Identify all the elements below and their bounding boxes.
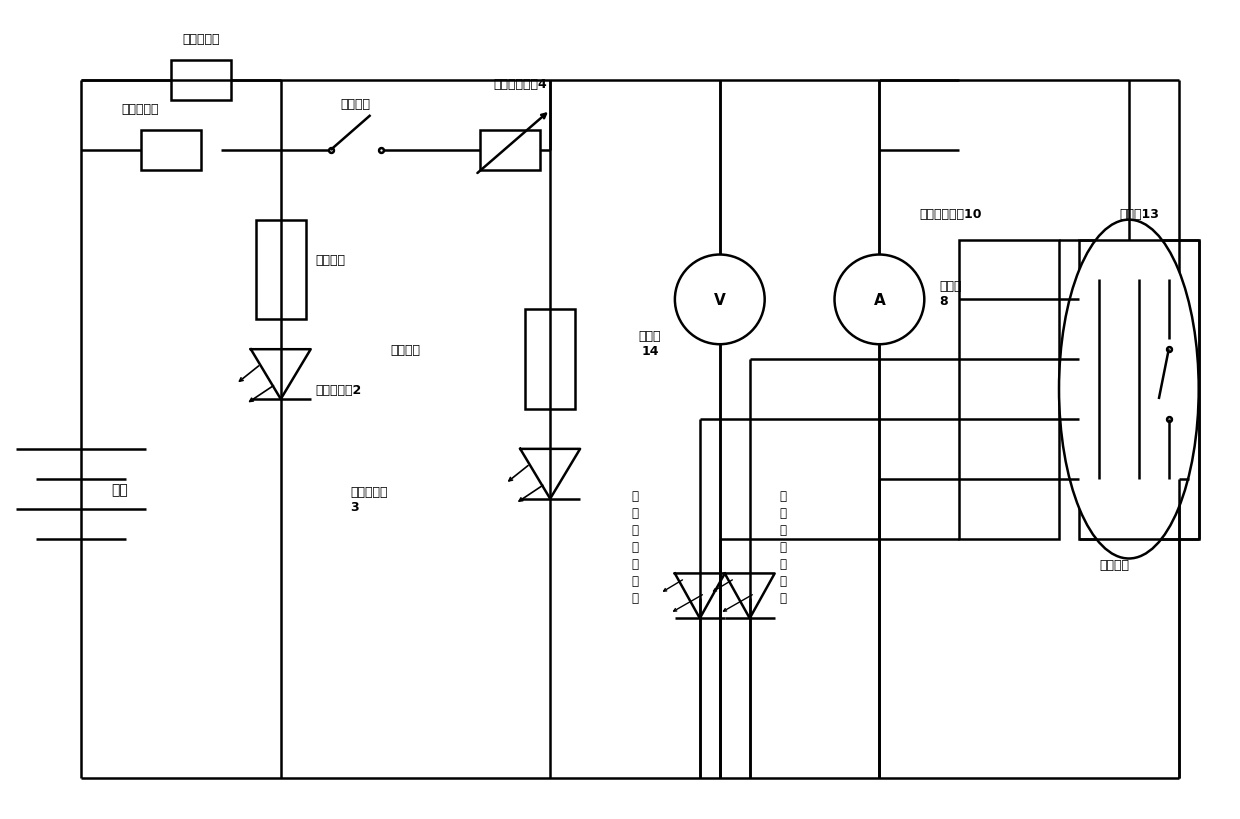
Text: 电流表
8: 电流表 8 [939,280,962,308]
Text: 继电器13: 继电器13 [1118,207,1158,220]
Ellipse shape [1059,220,1199,559]
Text: 第
二
端
口
指
示
灯: 第 二 端 口 指 示 灯 [780,489,786,604]
Text: 第一电阻: 第一电阻 [316,254,346,267]
Bar [255,220,306,320]
Circle shape [835,256,924,345]
Bar [141,131,201,170]
Text: 电压调节旋钮4: 电压调节旋钮4 [494,78,547,91]
Text: 第
一
端
口
指
示
灯: 第 一 端 口 指 示 灯 [631,489,639,604]
Text: 电源指示灯2: 电源指示灯2 [316,383,362,396]
Circle shape [675,256,765,345]
Bar [1079,240,1199,539]
Text: 电源开关: 电源开关 [341,98,371,111]
Bar [171,61,231,101]
Text: 第二电阻: 第二电阻 [391,343,420,356]
Text: 第二保险丝: 第二保险丝 [122,103,159,115]
Text: 电源: 电源 [112,482,128,496]
Text: 第一保险丝: 第一保险丝 [182,34,219,46]
Text: 故障设置旋钮10: 故障设置旋钮10 [919,207,982,220]
Text: V: V [714,292,725,307]
Text: A: A [873,292,885,307]
Bar [480,131,541,170]
Text: 电压表
14: 电压表 14 [639,330,661,358]
Text: 状态指示灯
3: 状态指示灯 3 [351,485,388,513]
Text: 测量端口: 测量端口 [1099,559,1128,572]
Bar [526,310,575,410]
Bar [960,240,1059,539]
